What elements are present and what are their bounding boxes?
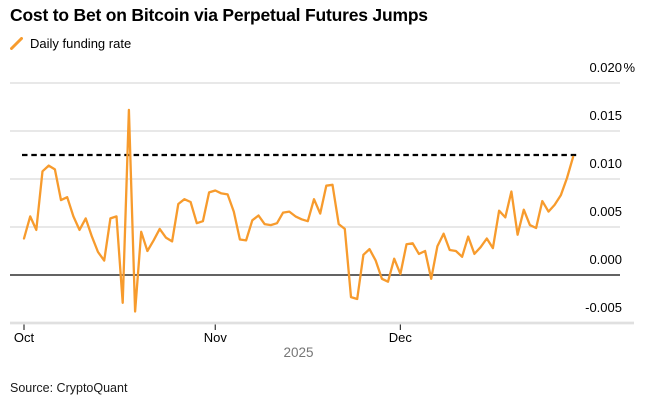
- chart-legend: Daily funding rate: [10, 36, 131, 51]
- legend-slash-icon: [10, 37, 23, 50]
- y-tick-label: 0.015: [589, 108, 622, 123]
- chart-plot-area: 0.020 % 0.015 0.010 0.005 0.000 -0.005 Oct Nov De…: [10, 60, 636, 360]
- funding-rate-chart: 0.020% 0.015 0.010 0.005 0.000 -0.005 Oct Nov De…: [0, 60, 645, 360]
- y-tick-unit-suffix: %: [624, 60, 636, 75]
- legend-swatch-line: [10, 37, 23, 50]
- legend-label: Daily funding rate: [30, 36, 132, 51]
- source-credit: Source: CryptoQuant: [10, 381, 128, 395]
- y-tick-label: 0.020: [589, 60, 622, 75]
- x-tick-label: Oct: [14, 330, 35, 345]
- x-tick-label: Nov: [204, 330, 228, 345]
- y-tick-label: -0.005: [585, 300, 622, 315]
- x-axis-year-label: 2025: [284, 345, 314, 360]
- funding-rate-line: [22, 108, 575, 313]
- y-tick-label: 0.010: [589, 156, 622, 171]
- chart-title: Cost to Bet on Bitcoin via Perpetual Fut…: [10, 5, 428, 25]
- x-tick-label: Dec: [389, 330, 413, 345]
- y-tick-label: 0.005: [589, 204, 622, 219]
- y-tick-label: 0.000: [589, 252, 622, 267]
